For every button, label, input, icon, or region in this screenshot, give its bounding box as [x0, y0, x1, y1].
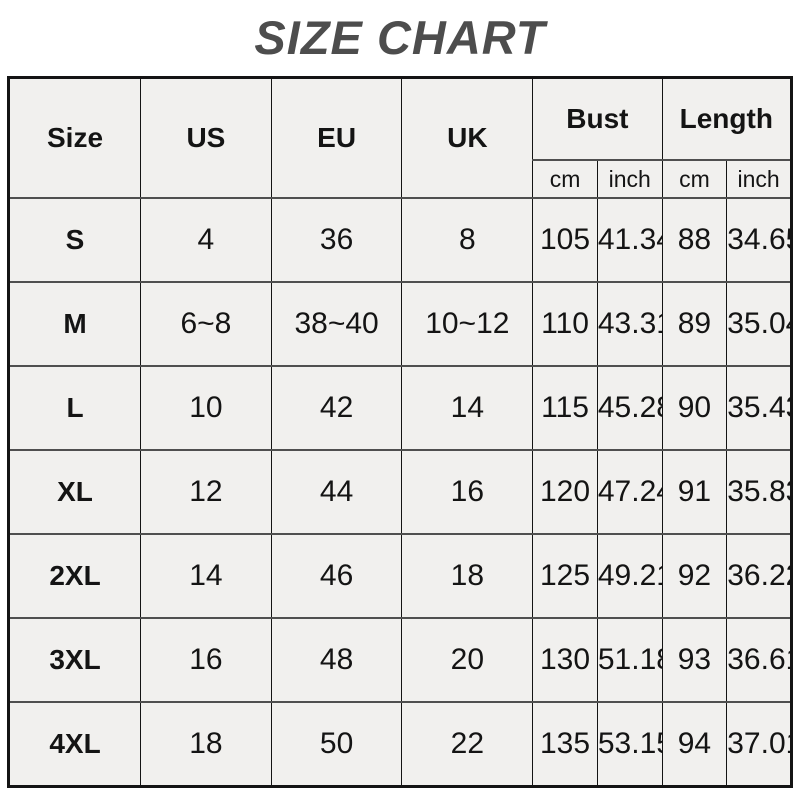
value-cell: 38~40	[270, 281, 403, 367]
value-cell: 8	[401, 197, 534, 283]
page-title: SIZE CHART	[254, 11, 546, 64]
size-label-cell: M	[7, 281, 142, 367]
value-cell: 89	[661, 281, 728, 367]
value-cell: 93	[661, 617, 728, 703]
value-cell: 22	[401, 701, 534, 788]
col-header-eu: EU	[270, 76, 403, 199]
value-cell: 120	[532, 449, 598, 535]
value-cell: 45.28	[596, 365, 663, 451]
value-cell: 42	[270, 365, 403, 451]
size-table-body: S436810541.348834.65M6~838~4010~1211043.…	[7, 197, 792, 788]
col-header-size: Size	[7, 76, 142, 199]
value-cell: 135	[532, 701, 598, 788]
value-cell: 35.43	[726, 365, 792, 451]
value-cell: 16	[140, 617, 272, 703]
col-header-bust-inch: inch	[596, 159, 663, 199]
value-cell: 110	[532, 281, 598, 367]
col-header-bust: Bust	[532, 76, 663, 161]
size-chart-table: Size US EU UK Bust Length cm inch cm inc…	[7, 76, 793, 788]
value-cell: 37.01	[726, 701, 792, 788]
value-cell: 44	[270, 449, 403, 535]
value-cell: 10	[140, 365, 272, 451]
value-cell: 35.83	[726, 449, 792, 535]
value-cell: 36.22	[726, 533, 792, 619]
col-header-uk: UK	[401, 76, 534, 199]
value-cell: 47.24	[596, 449, 663, 535]
value-cell: 18	[401, 533, 534, 619]
header-row-units: cm inch cm inch	[9, 159, 792, 199]
table-header: Size US EU UK Bust Length cm inch cm inc…	[7, 76, 793, 199]
size-label-cell: L	[7, 365, 142, 451]
value-cell: 105	[532, 197, 598, 283]
size-label-cell: XL	[7, 449, 142, 535]
value-cell: 10~12	[401, 281, 534, 367]
value-cell: 41.34	[596, 197, 663, 283]
size-label-cell: S	[7, 197, 142, 283]
value-cell: 4	[140, 197, 272, 283]
value-cell: 46	[270, 533, 403, 619]
value-cell: 14	[401, 365, 534, 451]
value-cell: 51.18	[596, 617, 663, 703]
value-cell: 35.04	[726, 281, 792, 367]
value-cell: 115	[532, 365, 598, 451]
size-label-cell: 2XL	[7, 533, 142, 619]
value-cell: 36	[270, 197, 403, 283]
value-cell: 16	[401, 449, 534, 535]
value-cell: 125	[532, 533, 598, 619]
col-header-length-inch: inch	[726, 159, 792, 199]
value-cell: 91	[661, 449, 728, 535]
value-cell: 130	[532, 617, 598, 703]
col-header-us: US	[140, 76, 272, 199]
value-cell: 6~8	[140, 281, 272, 367]
col-header-bust-cm: cm	[532, 159, 598, 199]
value-cell: 34.65	[726, 197, 792, 283]
value-cell: 48	[270, 617, 403, 703]
value-cell: 50	[270, 701, 403, 788]
value-cell: 92	[661, 533, 728, 619]
value-cell: 36.61	[726, 617, 792, 703]
value-cell: 90	[661, 365, 728, 451]
col-header-length-cm: cm	[661, 159, 728, 199]
value-cell: 49.21	[596, 533, 663, 619]
value-cell: 12	[140, 449, 272, 535]
size-label-cell: 4XL	[7, 701, 142, 788]
size-label-cell: 3XL	[7, 617, 142, 703]
value-cell: 53.15	[596, 701, 663, 788]
value-cell: 43.31	[596, 281, 663, 367]
header-row-main: Size US EU UK Bust Length	[7, 76, 793, 199]
col-header-length: Length	[661, 76, 793, 161]
value-cell: 14	[140, 533, 272, 619]
value-cell: 20	[401, 617, 534, 703]
value-cell: 94	[661, 701, 728, 788]
value-cell: 88	[661, 197, 728, 283]
value-cell: 18	[140, 701, 272, 788]
